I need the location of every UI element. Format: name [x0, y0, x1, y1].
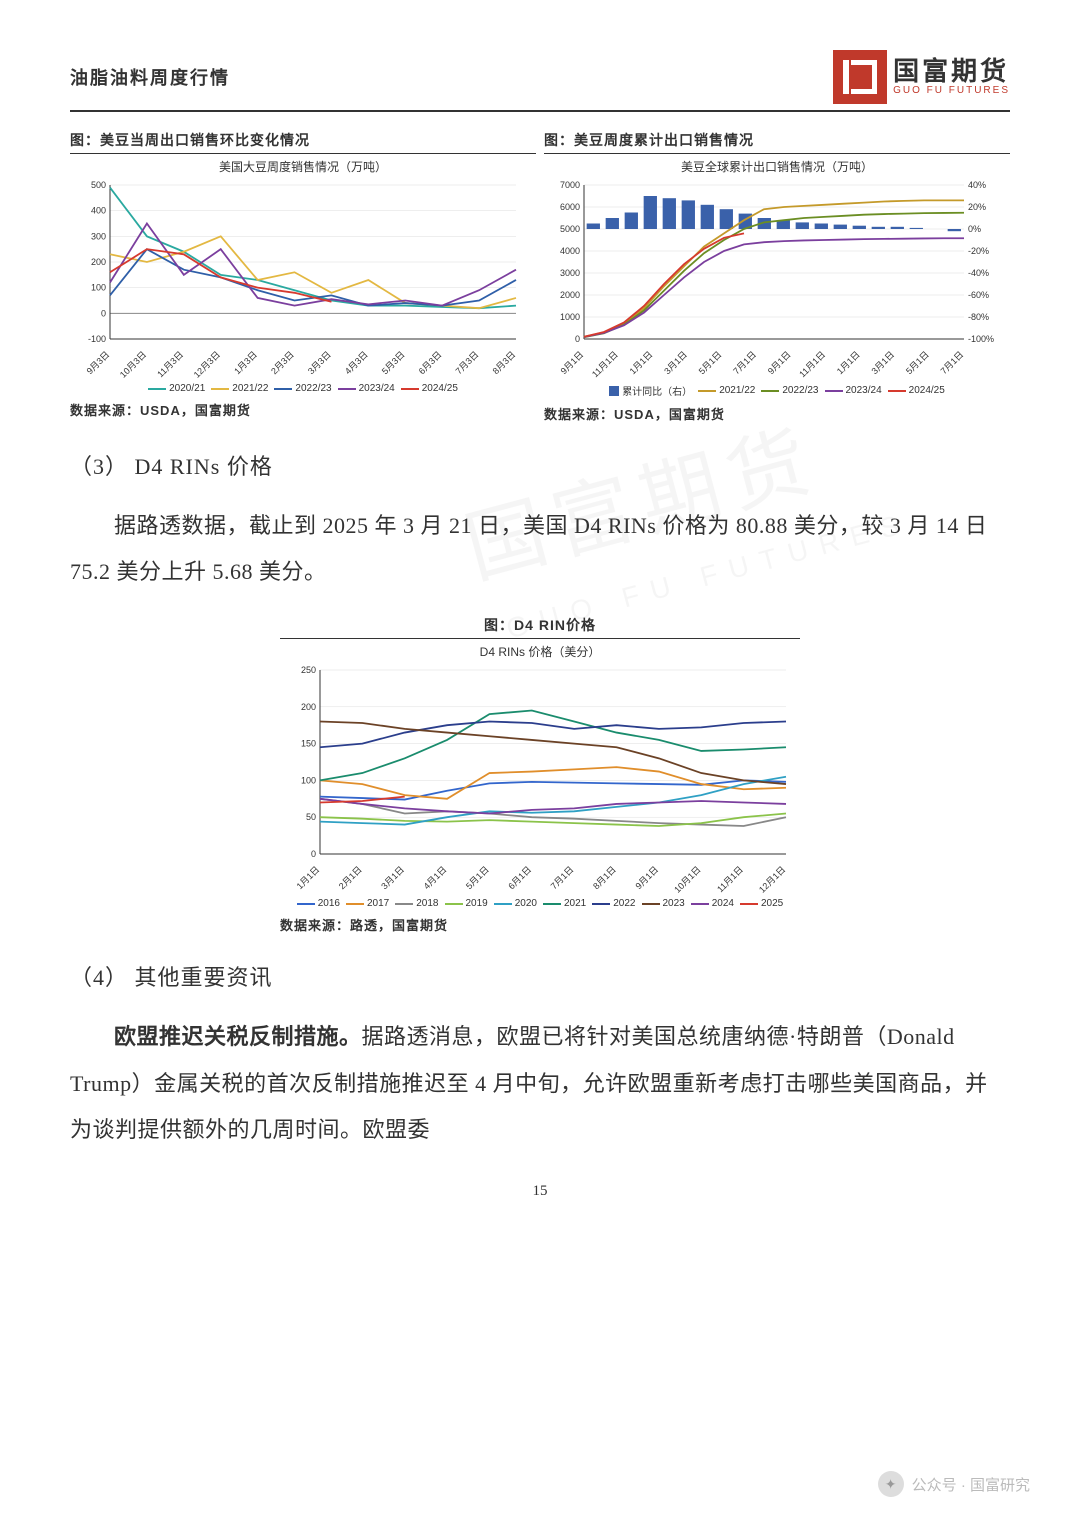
svg-text:11月1日: 11月1日	[797, 349, 827, 379]
svg-text:7月1日: 7月1日	[939, 349, 966, 376]
svg-text:11月1日: 11月1日	[590, 349, 620, 379]
svg-text:11月3日: 11月3日	[155, 349, 185, 379]
chart3-legend: 2016201720182019202020212022202320242025	[280, 894, 800, 913]
svg-text:3月1日: 3月1日	[379, 865, 406, 892]
svg-text:400: 400	[91, 206, 106, 216]
logo-icon	[833, 50, 887, 104]
svg-text:1000: 1000	[560, 312, 580, 322]
svg-text:-20%: -20%	[968, 246, 989, 256]
svg-text:0%: 0%	[968, 224, 981, 234]
svg-text:1月1日: 1月1日	[628, 349, 655, 376]
svg-text:300: 300	[91, 231, 106, 241]
chart1-block: 图：美豆当周出口销售环比变化情况 美国大豆周度销售情况（万吨） -100 0 100…	[70, 130, 536, 423]
section3-para: 据路透数据，截止到 2025 年 3 月 21 日，美国 D4 RINs 价格为…	[70, 503, 1010, 595]
svg-text:5月1日: 5月1日	[464, 865, 491, 892]
svg-text:1月1日: 1月1日	[295, 865, 322, 892]
svg-text:-100: -100	[88, 334, 106, 344]
chart3-source: 数据来源：路透，国富期货	[280, 915, 800, 934]
svg-text:250: 250	[301, 665, 316, 675]
svg-text:3月3日: 3月3日	[306, 349, 333, 376]
logo-en: GUO FU FUTURES	[893, 86, 1010, 96]
chart2-legend: 累计同比（右）2021/222022/232023/242024/25	[544, 379, 1010, 402]
chart3-block: 图：D4 RIN价格 D4 RINs 价格（美分） 0 50 100 150 200 25…	[280, 615, 800, 934]
section4-para: 欧盟推迟关税反制措施。据路透消息，欧盟已将针对美国总统唐纳德·特朗普（Donal…	[70, 1014, 1010, 1153]
chart2-block: 图：美豆周度累计出口销售情况 美豆全球累计出口销售情况（万吨） 0 1000 200…	[544, 130, 1010, 423]
page-header: 油脂油料周度行情 国富期货 GUO FU FUTURES	[70, 50, 1010, 112]
svg-text:4月3日: 4月3日	[343, 349, 370, 376]
svg-text:12月3日: 12月3日	[192, 349, 222, 379]
footer-label: 公众号 · 国富研究	[912, 1474, 1030, 1495]
svg-text:1月1日: 1月1日	[835, 349, 862, 376]
page-number: 15	[70, 1183, 1010, 1200]
svg-text:7月1日: 7月1日	[549, 865, 576, 892]
svg-text:-100%: -100%	[968, 334, 994, 344]
svg-text:6月1日: 6月1日	[506, 865, 533, 892]
chart2-source: 数据来源：USDA，国富期货	[544, 404, 1010, 423]
chart2-svg: 0 1000 2000 3000 4000 5000 6000 7000 -100% -80% -6…	[544, 179, 1004, 379]
svg-text:11月1日: 11月1日	[715, 865, 745, 895]
logo-cn: 国富期货	[893, 58, 1010, 84]
svg-text:8月1日: 8月1日	[591, 865, 618, 892]
brand-logo: 国富期货 GUO FU FUTURES	[833, 50, 1010, 104]
svg-text:100: 100	[301, 776, 316, 786]
chart1-svg: -100 0 100 200 300 400 500 9月3日10月3日11月3日12月3日 1…	[70, 179, 530, 379]
svg-text:0: 0	[311, 849, 316, 859]
svg-text:10月3日: 10月3日	[118, 349, 148, 379]
svg-text:8月3日: 8月3日	[491, 349, 518, 376]
svg-text:3月1日: 3月1日	[869, 349, 896, 376]
svg-text:2月1日: 2月1日	[337, 865, 364, 892]
svg-text:2000: 2000	[560, 290, 580, 300]
svg-text:3月1日: 3月1日	[662, 349, 689, 376]
section4-heading: （4） 其他重要资讯	[70, 960, 1010, 992]
svg-text:150: 150	[301, 739, 316, 749]
svg-text:0: 0	[101, 308, 106, 318]
svg-text:9月1日: 9月1日	[766, 349, 793, 376]
svg-text:7000: 7000	[560, 180, 580, 190]
svg-text:4000: 4000	[560, 246, 580, 256]
header-title: 油脂油料周度行情	[70, 64, 230, 90]
svg-text:50: 50	[306, 813, 316, 823]
chart2-title: 图：美豆周度累计出口销售情况	[544, 130, 1010, 154]
svg-text:100: 100	[91, 283, 106, 293]
svg-text:9月1日: 9月1日	[633, 865, 660, 892]
svg-text:-40%: -40%	[968, 268, 989, 278]
chart2-subtitle: 美豆全球累计出口销售情况（万吨）	[544, 158, 1010, 175]
svg-text:7月1日: 7月1日	[731, 349, 758, 376]
svg-text:9月1日: 9月1日	[559, 349, 586, 376]
svg-text:6000: 6000	[560, 202, 580, 212]
chart1-source: 数据来源：USDA，国富期货	[70, 400, 536, 419]
footer-badge: ✦ 公众号 · 国富研究	[878, 1471, 1030, 1497]
chart1-subtitle: 美国大豆周度销售情况（万吨）	[70, 158, 536, 175]
svg-text:5月1日: 5月1日	[697, 349, 724, 376]
svg-text:0: 0	[575, 334, 580, 344]
svg-text:-60%: -60%	[968, 290, 989, 300]
svg-text:5月3日: 5月3日	[380, 349, 407, 376]
svg-text:1月3日: 1月3日	[232, 349, 259, 376]
chart3-title: 图：D4 RIN价格	[280, 615, 800, 639]
svg-text:6月3日: 6月3日	[417, 349, 444, 376]
svg-text:20%: 20%	[968, 202, 986, 212]
svg-text:200: 200	[91, 257, 106, 267]
svg-text:7月3日: 7月3日	[454, 349, 481, 376]
chart1-legend: 2020/212021/222022/232023/242024/25	[70, 379, 536, 398]
svg-text:10月1日: 10月1日	[672, 865, 702, 895]
wechat-icon: ✦	[878, 1471, 904, 1497]
svg-text:40%: 40%	[968, 180, 986, 190]
section3-heading: （3） D4 RINs 价格	[70, 449, 1010, 481]
svg-text:2月3日: 2月3日	[269, 349, 296, 376]
svg-text:500: 500	[91, 180, 106, 190]
section4-bold: 欧盟推迟关税反制措施。	[114, 1024, 362, 1049]
svg-text:9月3日: 9月3日	[85, 349, 112, 376]
chart3-svg: 0 50 100 150 200 250 1月1日 2月1日 3月1日 4月1日 5月1日 6月1日 7…	[280, 664, 800, 894]
svg-text:3000: 3000	[560, 268, 580, 278]
svg-text:-80%: -80%	[968, 312, 989, 322]
svg-text:5月1日: 5月1日	[904, 349, 931, 376]
chart3-subtitle: D4 RINs 价格（美分）	[280, 643, 800, 660]
chart1-title: 图：美豆当周出口销售环比变化情况	[70, 130, 536, 154]
svg-text:200: 200	[301, 702, 316, 712]
svg-text:5000: 5000	[560, 224, 580, 234]
svg-text:4月1日: 4月1日	[422, 865, 449, 892]
svg-text:12月1日: 12月1日	[757, 865, 787, 895]
